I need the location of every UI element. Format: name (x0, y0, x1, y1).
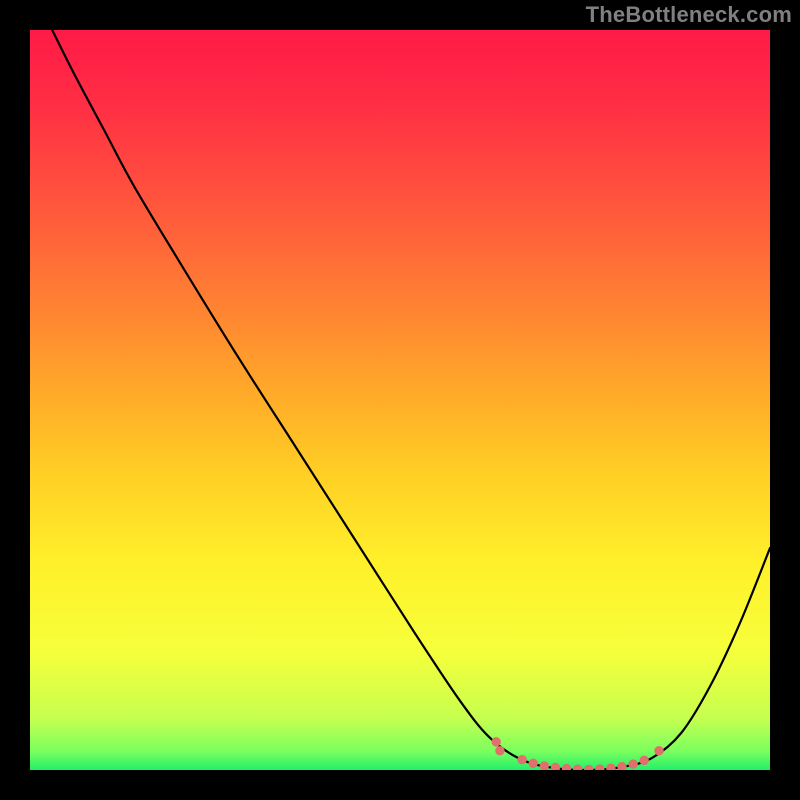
watermark-text: TheBottleneck.com (586, 2, 792, 28)
marker-dot (596, 765, 604, 770)
gradient-background (30, 30, 770, 770)
marker-dot (496, 747, 504, 755)
marker-dot (551, 763, 559, 770)
marker-dot (518, 755, 526, 763)
marker-dot (562, 764, 570, 770)
marker-dot (492, 738, 500, 746)
marker-dot (618, 762, 626, 770)
marker-dot (607, 764, 615, 770)
marker-dot (629, 760, 637, 768)
marker-dot (640, 756, 648, 764)
marker-dot (540, 762, 548, 770)
marker-dot (655, 747, 663, 755)
plot-svg (30, 30, 770, 770)
marker-dot (573, 765, 581, 770)
marker-dot (529, 759, 537, 767)
chart-frame: TheBottleneck.com (0, 0, 800, 800)
plot-area (30, 30, 770, 770)
marker-dot (585, 765, 593, 770)
